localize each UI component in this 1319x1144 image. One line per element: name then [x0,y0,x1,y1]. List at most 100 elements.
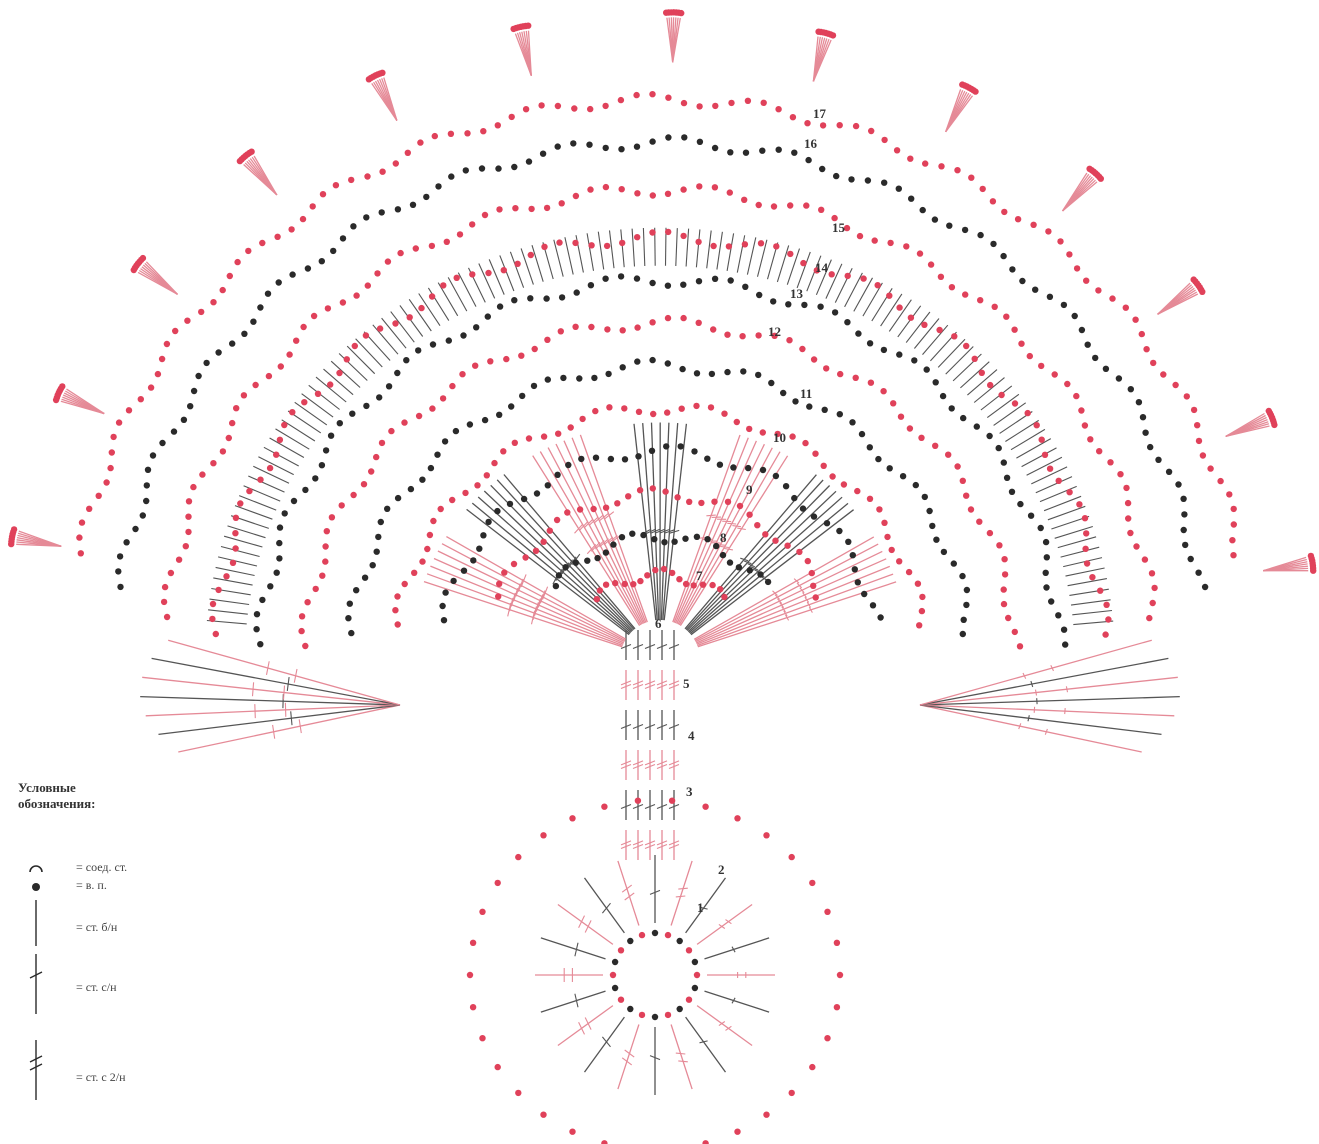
chain-dot [322,447,330,454]
chain-dot [869,602,877,609]
stitch-line [808,606,813,613]
chain-dot [240,392,248,399]
chain-dot [1084,341,1091,348]
chain-dot [485,518,492,526]
stitch-line [178,704,401,753]
chain-dot [868,127,875,135]
chain-dot [394,369,401,377]
stitch-line [140,695,401,706]
stitch-line [675,1052,686,1055]
chain-dot [649,319,656,326]
chain-dot [1097,175,1105,182]
chain-dot [1181,511,1188,518]
chain-dot [332,182,340,189]
chain-dot [664,931,672,939]
chain-dot [833,939,841,946]
chain-dot [633,143,641,150]
chain-dot [741,241,749,248]
stitch-line [888,299,912,332]
chain-dot [1027,512,1035,519]
stitch-line [678,1060,688,1063]
stitch-line [688,496,843,634]
stitch-line [418,293,441,327]
chain-dot [886,465,893,472]
chain-dot [1001,571,1009,578]
chain-dot [289,409,296,416]
chain-dot [690,582,697,589]
chain-dot [584,557,591,564]
row-number-3: 3 [686,784,693,799]
chain-dot [510,560,518,568]
chain-dot [267,583,274,590]
chain-dot [603,242,611,250]
chain-dot [908,195,915,202]
stitch-line [654,528,666,534]
chain-dot [312,585,319,593]
chain-dot [1138,330,1146,338]
chain-dot [149,452,157,459]
stitch-line [471,502,631,635]
chain-dot [648,447,656,454]
stitch-line [515,583,521,597]
chain-dot [1230,521,1238,528]
stitch-line [607,535,618,544]
chain-dot [799,505,807,512]
chain-dot [963,492,970,499]
chain-dot [644,572,651,579]
stitch-line [825,263,843,299]
chain-dot [742,283,749,290]
stitch-line [632,763,644,770]
chain-dot [1271,421,1278,429]
chain-dot [990,240,997,248]
chain-dot [967,506,975,513]
chain-dot [921,321,928,328]
stitch-line [689,502,849,635]
chain-dot [634,190,641,197]
chain-dot [276,436,284,443]
chain-dot [852,374,859,381]
chain-dot [1041,451,1049,458]
chain-dot [1230,552,1237,559]
chain-dot [809,1063,816,1071]
chain-dot [775,146,782,153]
stitch-line [294,401,328,426]
row-number-14: 14 [815,260,829,275]
chain-dot [636,487,644,494]
chain-dot [818,206,825,213]
chain-dot [442,589,449,596]
chain-dot [115,419,123,426]
chain-dot [852,122,860,130]
chain-dot [602,504,610,511]
chain-dot [1127,529,1134,537]
chain-dot [664,409,671,416]
chain-dot [429,341,437,348]
chain-dot [788,1089,795,1097]
chain-dot [1038,362,1045,370]
stitch-line [248,475,285,493]
legend-title-line2: обозначения: [18,796,96,811]
stitch-line [624,1049,635,1058]
chain-dot [1107,459,1114,466]
stitch-line [779,602,785,609]
stitch-line [598,512,609,522]
stitch-line [507,602,512,617]
chain-dot [525,22,532,29]
chain-dot [555,572,563,579]
chain-dot [1226,491,1233,498]
stitch-line [656,843,668,850]
chain-dot [117,583,124,591]
chain-dot [1123,484,1130,492]
chain-dot [824,908,831,915]
chain-dot [617,947,625,954]
chain-dot [686,498,693,505]
chain-dot [327,432,335,439]
chain-dot [726,559,734,566]
stitch-line [1005,419,1039,442]
chain-dot [182,543,189,550]
chain-dot [557,328,564,335]
chain-dot [336,369,343,377]
stitch-line [286,677,290,691]
chain-dot [289,271,296,278]
chain-dot [932,379,939,386]
chain-dot [511,297,518,304]
